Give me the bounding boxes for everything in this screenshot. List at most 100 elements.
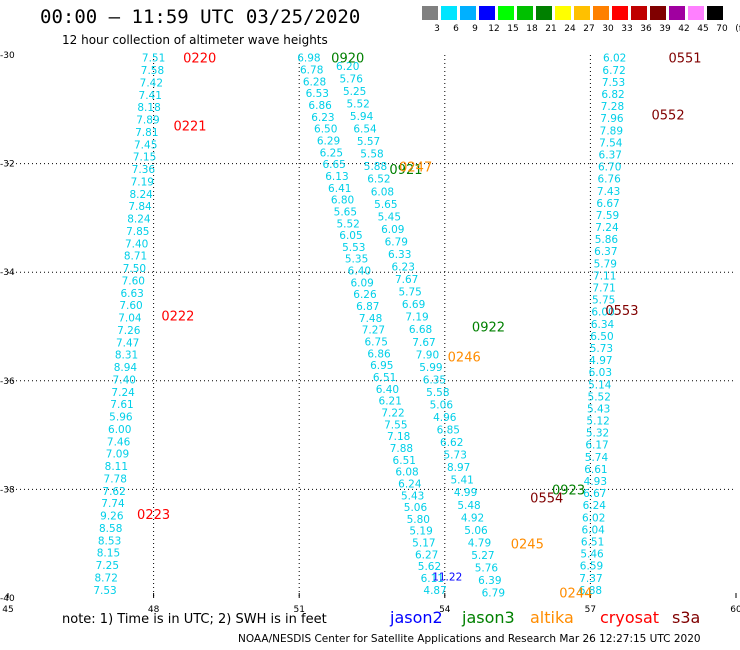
wave-height-label: 5.48 bbox=[457, 500, 480, 512]
x-tick-label: 48 bbox=[148, 605, 160, 615]
pass-time-label: 0222 bbox=[161, 310, 194, 325]
wave-height-label: 6.69 bbox=[402, 299, 425, 311]
wave-height-label: 6.09 bbox=[381, 224, 404, 236]
wave-height-label: 7.48 bbox=[359, 313, 382, 325]
wave-height-label: 7.59 bbox=[596, 210, 619, 222]
wave-height-label: 6.51 bbox=[581, 536, 604, 548]
wave-height-label: 7.50 bbox=[123, 263, 146, 275]
wave-height-label: 6.23 bbox=[392, 262, 415, 274]
pass-time-label: 0245 bbox=[511, 538, 544, 553]
wave-height-label: 7.53 bbox=[93, 585, 116, 597]
wave-height-label: 6.80 bbox=[331, 195, 354, 207]
y-tick-label: -32 bbox=[0, 160, 15, 170]
scale-label: 21 bbox=[545, 24, 557, 34]
wave-height-label: 6.68 bbox=[409, 324, 432, 336]
wave-height-label: 6.08 bbox=[395, 467, 418, 479]
wave-height-label: 5.76 bbox=[475, 562, 499, 574]
scale-label: 30 bbox=[602, 24, 614, 34]
wave-height-label: 6.82 bbox=[601, 89, 624, 101]
wave-height-label: 7.46 bbox=[107, 436, 131, 448]
scale-swatch bbox=[517, 6, 533, 20]
wave-height-label: 8.58 bbox=[99, 523, 122, 535]
scale-swatch bbox=[536, 6, 552, 20]
wave-height-label: 5.43 bbox=[587, 403, 610, 415]
wave-height-label: 5.25 bbox=[343, 86, 366, 98]
wave-height-label: 6.37 bbox=[599, 149, 622, 161]
x-tick-label: 51 bbox=[293, 605, 304, 615]
scale-swatch bbox=[574, 6, 590, 20]
pass-time-label: 0221 bbox=[173, 120, 206, 135]
scale-swatch bbox=[441, 6, 457, 20]
wave-height-label: 5.96 bbox=[109, 412, 133, 424]
scale-label: 15 bbox=[507, 24, 519, 34]
scale-swatch bbox=[593, 6, 609, 20]
wave-height-label: 6.05 bbox=[339, 230, 362, 242]
wave-height-label: 6.40 bbox=[348, 266, 371, 278]
scale-swatch bbox=[631, 6, 647, 20]
wave-height-label: 5.74 bbox=[585, 452, 609, 464]
scale-label: 9 bbox=[472, 24, 478, 34]
wave-height-label: 7.84 bbox=[128, 201, 152, 213]
wave-height-label: 6.26 bbox=[353, 289, 377, 301]
chart-title: 00:00 – 11:59 UTC 03/25/2020 bbox=[40, 6, 361, 28]
wave-height-label: 5.94 bbox=[350, 111, 374, 123]
scale-swatch bbox=[555, 6, 571, 20]
scale-swatch bbox=[498, 6, 514, 20]
scale-label: 12 bbox=[488, 24, 500, 34]
x-tick-label: 60 bbox=[730, 605, 740, 615]
wave-height-label: 6.78 bbox=[300, 65, 323, 77]
wave-height-label: 6.76 bbox=[597, 174, 621, 186]
wave-height-label: 6.04 bbox=[581, 524, 605, 536]
wave-height-label: 5.75 bbox=[398, 287, 421, 299]
wave-height-label: 7.11 bbox=[593, 270, 616, 282]
wave-height-label: 7.28 bbox=[601, 101, 624, 113]
wave-height-label: 5.52 bbox=[588, 391, 611, 403]
wave-height-label: 6.50 bbox=[314, 124, 337, 136]
wave-height-label: 4.79 bbox=[468, 537, 491, 549]
wave-height-label: 7.37 bbox=[579, 573, 602, 585]
wave-height-label: 5.53 bbox=[342, 242, 365, 254]
wave-height-label: 7.27 bbox=[362, 325, 385, 337]
wave-height-label: 7.42 bbox=[140, 77, 163, 89]
wave-height-label: 8.53 bbox=[98, 535, 121, 547]
scale-label: 42 bbox=[678, 24, 690, 34]
legend-s3a: s3a bbox=[672, 608, 701, 627]
wave-height-label: 6.85 bbox=[437, 425, 460, 437]
wave-height-label: 7.18 bbox=[387, 431, 410, 443]
x-tick-label: 45 bbox=[2, 605, 13, 615]
wave-height-label: 7.22 bbox=[381, 407, 404, 419]
wave-height-label: 6.40 bbox=[376, 384, 399, 396]
wave-height-label: 6.03 bbox=[589, 367, 612, 379]
wave-height-label: 7.43 bbox=[597, 186, 620, 198]
wave-height-label: 7.55 bbox=[384, 419, 407, 431]
wave-height-label: 6.35 bbox=[423, 374, 446, 386]
wave-height-label: 5.99 bbox=[419, 362, 442, 374]
wave-height-label: 6.23 bbox=[311, 112, 334, 124]
wave-height-label: 7.62 bbox=[102, 486, 125, 498]
wave-height-label: 4.93 bbox=[584, 476, 607, 488]
scale-label: 27 bbox=[583, 24, 595, 34]
wave-height-label: 8.72 bbox=[95, 572, 118, 584]
wave-height-label: 5.35 bbox=[345, 254, 368, 266]
wave-height-label: 6.39 bbox=[478, 575, 501, 587]
scale-label: 6 bbox=[453, 24, 459, 34]
wave-height-label: 6.52 bbox=[367, 174, 390, 186]
y-tick-label: -30 bbox=[0, 51, 15, 61]
wave-height-label: 4.97 bbox=[589, 355, 612, 367]
wave-height-label: 6.51 bbox=[393, 455, 416, 467]
wave-height-label: 6.41 bbox=[328, 183, 351, 195]
legend-altika: altika bbox=[530, 608, 574, 627]
wave-height-label: 6.51 bbox=[373, 372, 396, 384]
wave-height-label: 7.15 bbox=[133, 152, 156, 164]
scale-swatch bbox=[479, 6, 495, 20]
scale-label: 39 bbox=[659, 24, 671, 34]
wave-height-label: 7.81 bbox=[135, 127, 158, 139]
wave-height-label: 7.51 bbox=[142, 53, 165, 65]
wave-height-label: 6.24 bbox=[398, 478, 422, 490]
wave-height-label: 6.65 bbox=[322, 159, 345, 171]
legend-jason2: jason2 bbox=[390, 608, 443, 627]
wave-height-label: 7.24 bbox=[595, 222, 619, 234]
wave-height-label: 7.04 bbox=[118, 313, 142, 325]
wave-height-label: 5.43 bbox=[401, 490, 424, 502]
